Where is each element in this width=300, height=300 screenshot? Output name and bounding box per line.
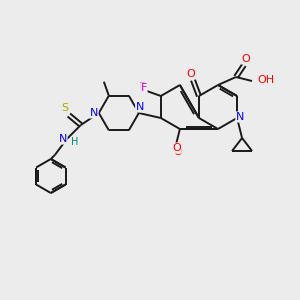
- Text: N: N: [136, 102, 144, 112]
- Text: S: S: [61, 103, 68, 113]
- Text: F: F: [139, 82, 145, 92]
- Text: O: O: [242, 54, 250, 64]
- Text: F: F: [141, 83, 147, 93]
- Text: OH: OH: [257, 75, 274, 85]
- Text: O: O: [187, 69, 195, 79]
- Text: N: N: [236, 112, 244, 122]
- Text: N: N: [90, 108, 98, 118]
- Text: N: N: [59, 134, 67, 144]
- Text: O: O: [173, 147, 182, 157]
- Text: O: O: [172, 143, 181, 153]
- Text: H: H: [71, 137, 79, 147]
